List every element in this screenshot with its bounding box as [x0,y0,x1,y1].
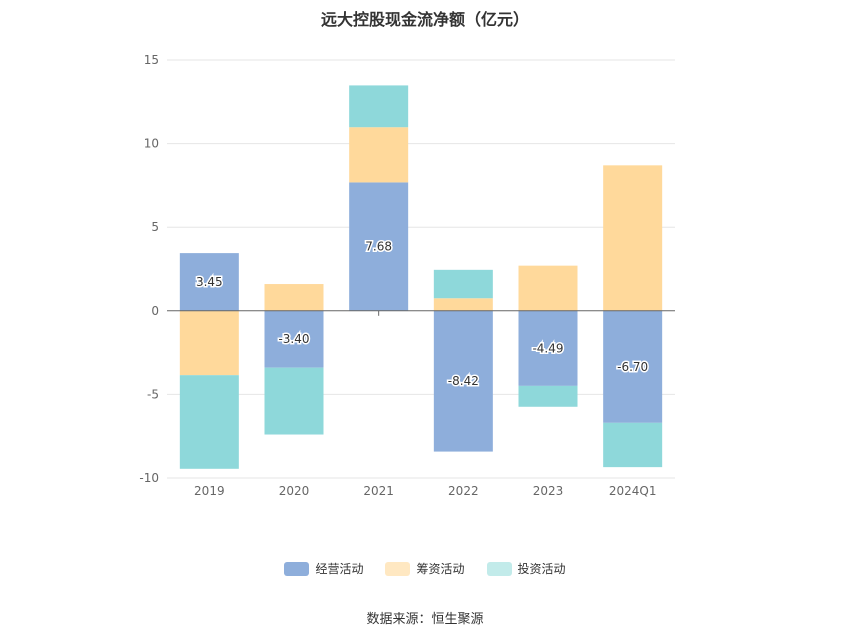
data-label: 3.45 [196,275,223,289]
y-tick-label: 5 [151,220,159,234]
y-tick-label: 0 [151,304,159,318]
bar-segment[interactable] [603,422,663,468]
x-tick-label: 2023 [533,484,564,498]
legend-swatch-investing [486,561,512,576]
bar-segment[interactable] [179,375,239,469]
bar-segment[interactable] [518,265,578,311]
data-label: -6.70 [617,360,648,374]
x-tick-label: 2021 [363,484,394,498]
bar-segment[interactable] [264,284,324,311]
bar-segment[interactable] [349,127,409,183]
legend-label-operating: 经营活动 [315,562,364,576]
legend-item-operating[interactable]: 经营活动 [284,560,363,577]
bar-segment[interactable] [518,310,578,386]
chart-title: 远大控股现金流净额（亿元） [320,10,529,29]
legend-item-financing[interactable]: 筹资活动 [385,560,465,577]
chart-area: -10 -5 0 5 10 15 2019 2020 2021 2022 2023 2024Q1 3.… [139,53,675,498]
bar-segment[interactable] [433,298,493,311]
x-tick-label: 2019 [194,484,225,498]
bar-segment[interactable] [264,310,324,368]
legend-item-investing[interactable]: 投资活动 [486,560,566,577]
x-tick-label: 2022 [448,484,479,498]
bar-segment[interactable] [179,253,239,311]
legend: 经营活动 筹资活动 投资活动 [0,560,850,577]
grid-lines [167,59,675,479]
legend-label-investing: 投资活动 [517,562,566,576]
bar-segment[interactable] [179,310,239,376]
y-tick-label: -10 [139,471,159,485]
y-tick-label: 10 [144,137,159,151]
data-label: -8.42 [448,374,479,388]
bar-segment[interactable] [433,269,493,299]
bar-segment[interactable] [603,165,663,311]
axes: -10 -5 0 5 10 15 2019 2020 2021 2022 2023 2024Q1 [139,53,675,498]
legend-swatch-operating [284,561,310,576]
legend-label-financing: 筹资活动 [416,562,465,576]
bar-segment[interactable] [349,85,409,128]
x-tick-label: 2020 [279,484,310,498]
data-label: -3.40 [278,332,309,346]
y-tick-label: 15 [144,53,159,67]
bar-segment[interactable] [349,182,409,311]
data-label: 7.68 [365,240,392,254]
bars [179,85,663,469]
legend-swatch-financing [385,561,411,576]
bar-segment[interactable] [603,310,663,423]
bar-segment[interactable] [264,367,324,435]
bar-segment[interactable] [433,310,493,452]
x-tick-label: 2024Q1 [609,484,657,498]
bar-segment[interactable] [518,385,578,407]
data-labels: 3.45 -3.40 7.68 -8.42 -4.49 -6.70 [194,238,649,390]
data-label: -4.49 [532,341,563,355]
data-source: 数据来源：恒生聚源 [366,612,484,627]
y-tick-label: -5 [147,387,159,401]
